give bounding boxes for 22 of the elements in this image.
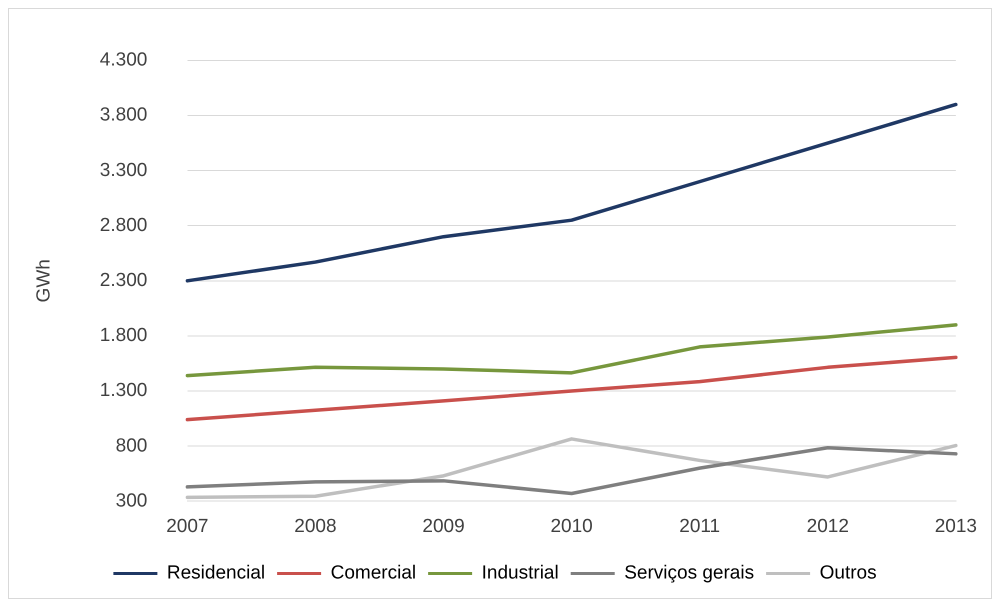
y-tick-label: 300 bbox=[116, 490, 148, 512]
y-tick-label: 1.800 bbox=[100, 325, 148, 346]
y-axis-title: GWh bbox=[34, 259, 55, 302]
y-tick-label: 2.800 bbox=[100, 214, 148, 236]
y-tick-label: 4.300 bbox=[100, 50, 148, 71]
legend-label: Serviços gerais bbox=[624, 562, 754, 584]
y-tick-label: 3.800 bbox=[100, 104, 148, 126]
y-tick-label: 800 bbox=[116, 435, 148, 456]
legend-label: Comercial bbox=[330, 562, 416, 584]
y-tick-label: 3.300 bbox=[100, 160, 148, 181]
y-tick-label: 1.300 bbox=[100, 380, 148, 402]
legend-label: Residencial bbox=[166, 562, 266, 584]
legend-label: Industrial bbox=[482, 562, 559, 584]
x-tick-label: 2010 bbox=[550, 516, 593, 537]
x-tick-label: 2011 bbox=[679, 516, 720, 537]
legend-label: Outros bbox=[820, 562, 877, 584]
x-tick-label: 2008 bbox=[294, 516, 337, 537]
x-tick-label: 2007 bbox=[166, 516, 208, 537]
x-tick-label: 2012 bbox=[806, 516, 849, 537]
x-tick-label: 2013 bbox=[934, 516, 978, 537]
x-tick-label: 2009 bbox=[422, 516, 465, 537]
y-tick-label: 2.300 bbox=[100, 270, 148, 292]
